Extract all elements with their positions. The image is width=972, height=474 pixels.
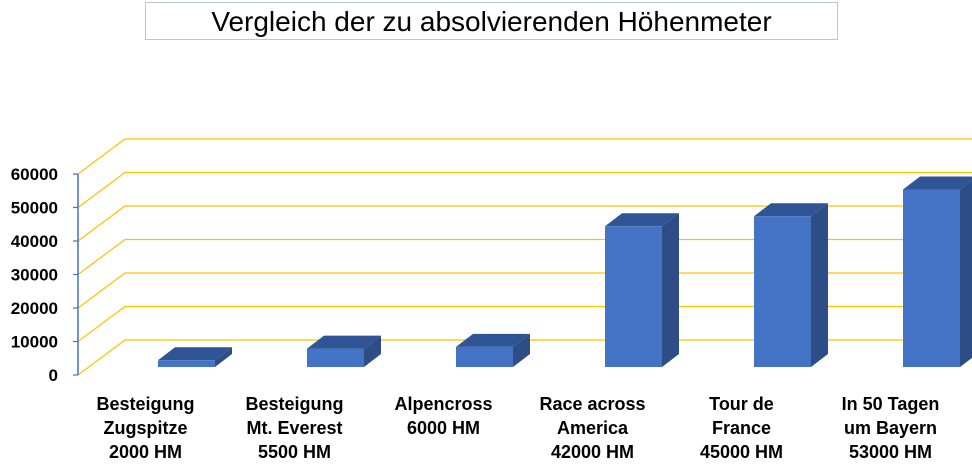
x-category-label: Race across America 42000 HM — [539, 394, 645, 462]
chart-title-box: Vergleich der zu absolvierenden Höhenmet… — [145, 2, 838, 40]
x-category-label: In 50 Tagen um Bayern 53000 HM — [842, 394, 940, 462]
y-tick-label: 0 — [49, 366, 58, 385]
bar — [903, 189, 960, 367]
bar-side — [960, 180, 972, 367]
bar-top — [307, 335, 381, 349]
bar-side — [364, 335, 381, 367]
y-tick-label: 50000 — [11, 199, 58, 218]
bar-top — [158, 347, 232, 361]
bar-top — [754, 203, 828, 217]
x-category-label-line: 2000 HM — [109, 442, 182, 462]
x-category-label-line: Race across — [539, 394, 645, 414]
x-category-label-line: Alpencross — [394, 394, 492, 414]
x-category-label-line: Zugspitze — [104, 418, 188, 438]
x-category-label-line: In 50 Tagen — [842, 394, 940, 414]
bar-top — [605, 213, 679, 227]
x-category-label-line: America — [557, 418, 629, 438]
y-tick-label: 40000 — [11, 232, 58, 251]
x-category-label-line: Mt. Everest — [246, 418, 342, 438]
bar — [754, 216, 811, 367]
x-category-label: Alpencross 6000 HM — [394, 394, 492, 438]
x-category-label: Besteigung Mt. Everest 5500 HM — [245, 394, 343, 462]
bar-side — [662, 213, 679, 367]
bar — [456, 346, 513, 367]
x-category-label-line: Besteigung — [245, 394, 343, 414]
x-category-label-line: Tour de — [709, 394, 774, 414]
bar-side — [811, 203, 828, 367]
y-tick-label: 60000 — [11, 165, 58, 184]
bar-top — [456, 333, 530, 347]
x-category-label-line: 45000 HM — [700, 442, 783, 462]
y-tick-label: 20000 — [11, 299, 58, 318]
gridline — [77, 205, 972, 242]
bar-side — [215, 347, 232, 367]
y-tick-label: 30000 — [11, 266, 58, 285]
x-category-label-line: 5500 HM — [258, 442, 331, 462]
x-category-label: Tour de France 45000 HM — [700, 394, 783, 462]
x-category-label-line: Besteigung — [96, 394, 194, 414]
bar — [605, 226, 662, 367]
bar — [307, 348, 364, 367]
gridline — [77, 305, 972, 342]
gridline — [77, 171, 972, 208]
x-category-label: Besteigung Zugspitze 2000 HM — [96, 394, 194, 462]
bar — [158, 360, 215, 367]
x-category-label-line: 6000 HM — [407, 418, 480, 438]
y-tick-label: 10000 — [11, 333, 58, 352]
x-category-label-line: 42000 HM — [551, 442, 634, 462]
x-category-label-line: France — [712, 418, 771, 438]
bar-side — [513, 333, 530, 367]
x-category-label-line: 53000 HM — [849, 442, 932, 462]
gridline — [77, 238, 972, 275]
gridline — [77, 138, 972, 175]
chart-title: Vergleich der zu absolvierenden Höhenmet… — [211, 6, 772, 37]
bar-top — [903, 176, 972, 190]
gridline — [77, 339, 972, 376]
gridline — [77, 272, 972, 309]
x-category-label-line: um Bayern — [844, 418, 937, 438]
